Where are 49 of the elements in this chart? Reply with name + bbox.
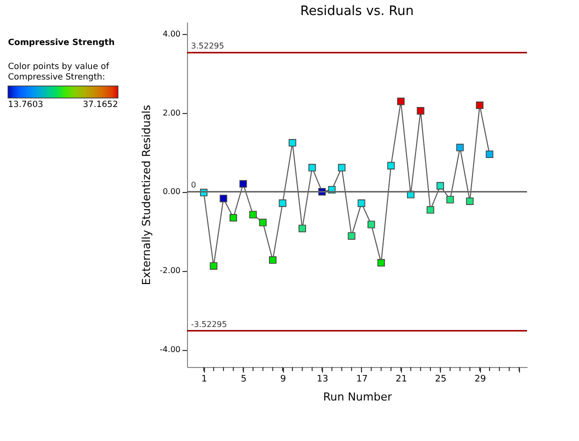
chart-title: Residuals vs. Run xyxy=(300,4,414,19)
point xyxy=(426,206,434,214)
x-tick-label: 1 xyxy=(201,374,208,384)
point xyxy=(220,194,228,202)
color-bar-title: Color points by value of Compressive Strength: xyxy=(8,62,110,82)
ref-line-label: -3.52295 xyxy=(191,320,227,329)
color-bar-label: 13.7603 xyxy=(8,100,44,110)
x-tick-label: 9 xyxy=(280,374,286,384)
point xyxy=(210,262,218,270)
point xyxy=(298,224,306,232)
point xyxy=(348,232,356,240)
point xyxy=(476,102,484,110)
point xyxy=(486,150,494,158)
x-axis-title: Run Number xyxy=(323,390,392,404)
point xyxy=(436,182,444,190)
x-tick-label: 17 xyxy=(356,374,368,384)
y-tick-label: -4.00 xyxy=(160,345,180,354)
point xyxy=(416,107,424,115)
y-tick-label: -2.00 xyxy=(160,266,180,276)
point xyxy=(446,196,454,204)
point xyxy=(358,199,366,207)
y-axis-title: Externally Studentized Residuals xyxy=(140,104,153,286)
x-tick-label: 25 xyxy=(435,374,446,384)
point xyxy=(377,259,385,267)
color-bar-label: 37.1652 xyxy=(82,100,118,110)
point xyxy=(308,164,316,172)
y-tick-label: 2.00 xyxy=(162,108,180,118)
y-tick-label: 0.00 xyxy=(162,187,180,196)
point xyxy=(249,210,257,218)
text: Compressive Strength xyxy=(8,38,115,48)
x-tick-label: 5 xyxy=(240,374,247,384)
point xyxy=(268,256,276,264)
point xyxy=(387,162,395,170)
point xyxy=(230,214,238,222)
point xyxy=(397,98,405,106)
point xyxy=(456,144,464,152)
point xyxy=(259,218,267,226)
point xyxy=(278,199,286,207)
point xyxy=(368,220,376,228)
y-tick-label: 4.00 xyxy=(162,29,180,38)
point xyxy=(288,139,296,147)
point xyxy=(239,180,247,188)
ref-line-label: 3.52295 xyxy=(191,42,224,51)
x-tick-label: 21 xyxy=(396,374,408,384)
point xyxy=(338,164,346,172)
point xyxy=(466,197,474,205)
x-tick-label: 13 xyxy=(316,374,328,384)
x-tick-label: 29 xyxy=(474,374,486,384)
ref-line-label: 0 xyxy=(191,180,196,190)
